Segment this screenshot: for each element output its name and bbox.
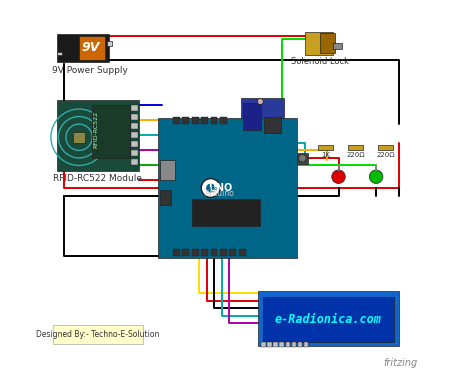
Bar [73,132,85,143]
Text: RFID-RC522: RFID-RC522 [93,111,99,148]
Bar [263,297,394,342]
Text: 9V Power Supply: 9V Power Supply [53,66,128,75]
Bar [258,291,399,346]
Bar [79,36,105,60]
Bar [182,117,189,124]
Bar [131,114,138,120]
Text: Designed By:- Techno-E-Solution: Designed By:- Techno-E-Solution [36,330,160,339]
Bar [131,150,138,156]
Bar [107,41,112,46]
Bar [220,117,227,124]
Bar [131,105,138,111]
Bar [192,249,199,256]
Bar [192,117,199,124]
Text: RFID-RC522 Module: RFID-RC522 Module [54,174,142,183]
Bar [298,342,302,347]
Bar [262,342,266,347]
Text: UNO: UNO [208,183,232,193]
Bar [318,145,333,150]
Bar [297,153,308,164]
Bar [267,342,272,347]
Bar [210,117,218,124]
Bar [305,32,333,55]
Bar [210,249,218,256]
Bar [131,123,138,129]
Bar [56,100,139,171]
Bar [239,249,246,256]
Bar [160,160,175,180]
Text: Solenoid Lock: Solenoid Lock [291,57,349,66]
Circle shape [299,155,306,162]
Circle shape [257,99,264,105]
Bar [160,190,171,205]
Bar [303,342,308,347]
Text: 1K: 1K [321,152,330,158]
Bar [192,199,260,226]
Text: 9V: 9V [81,41,100,54]
Text: e-Radionica.com: e-Radionica.com [275,313,382,326]
Bar [292,342,296,347]
Bar [53,325,143,344]
Bar [280,342,284,347]
Bar [243,103,262,130]
Bar [173,117,180,124]
Bar [229,249,236,256]
Bar [158,118,297,258]
Bar [320,33,335,53]
Bar [378,145,393,150]
Bar [201,249,208,256]
Text: 220Ω: 220Ω [376,152,395,158]
Circle shape [201,179,220,197]
Bar [285,342,290,347]
Text: ∞∞: ∞∞ [204,183,218,193]
Bar [131,141,138,147]
Bar [131,159,138,165]
Bar [264,117,282,133]
Text: 220Ω: 220Ω [346,152,365,158]
Bar [92,105,130,158]
Bar [173,249,180,256]
Bar [56,34,109,62]
Bar [56,52,62,55]
Bar [333,43,342,49]
Text: fritzing: fritzing [383,358,418,368]
Circle shape [332,170,345,183]
Bar [131,132,138,138]
Text: Arduino: Arduino [205,189,235,198]
Circle shape [206,183,215,193]
Circle shape [369,170,383,183]
Bar [201,117,208,124]
Bar [273,342,278,347]
Bar [220,249,227,256]
Bar [348,145,363,150]
Bar [241,98,284,137]
Bar [182,249,189,256]
